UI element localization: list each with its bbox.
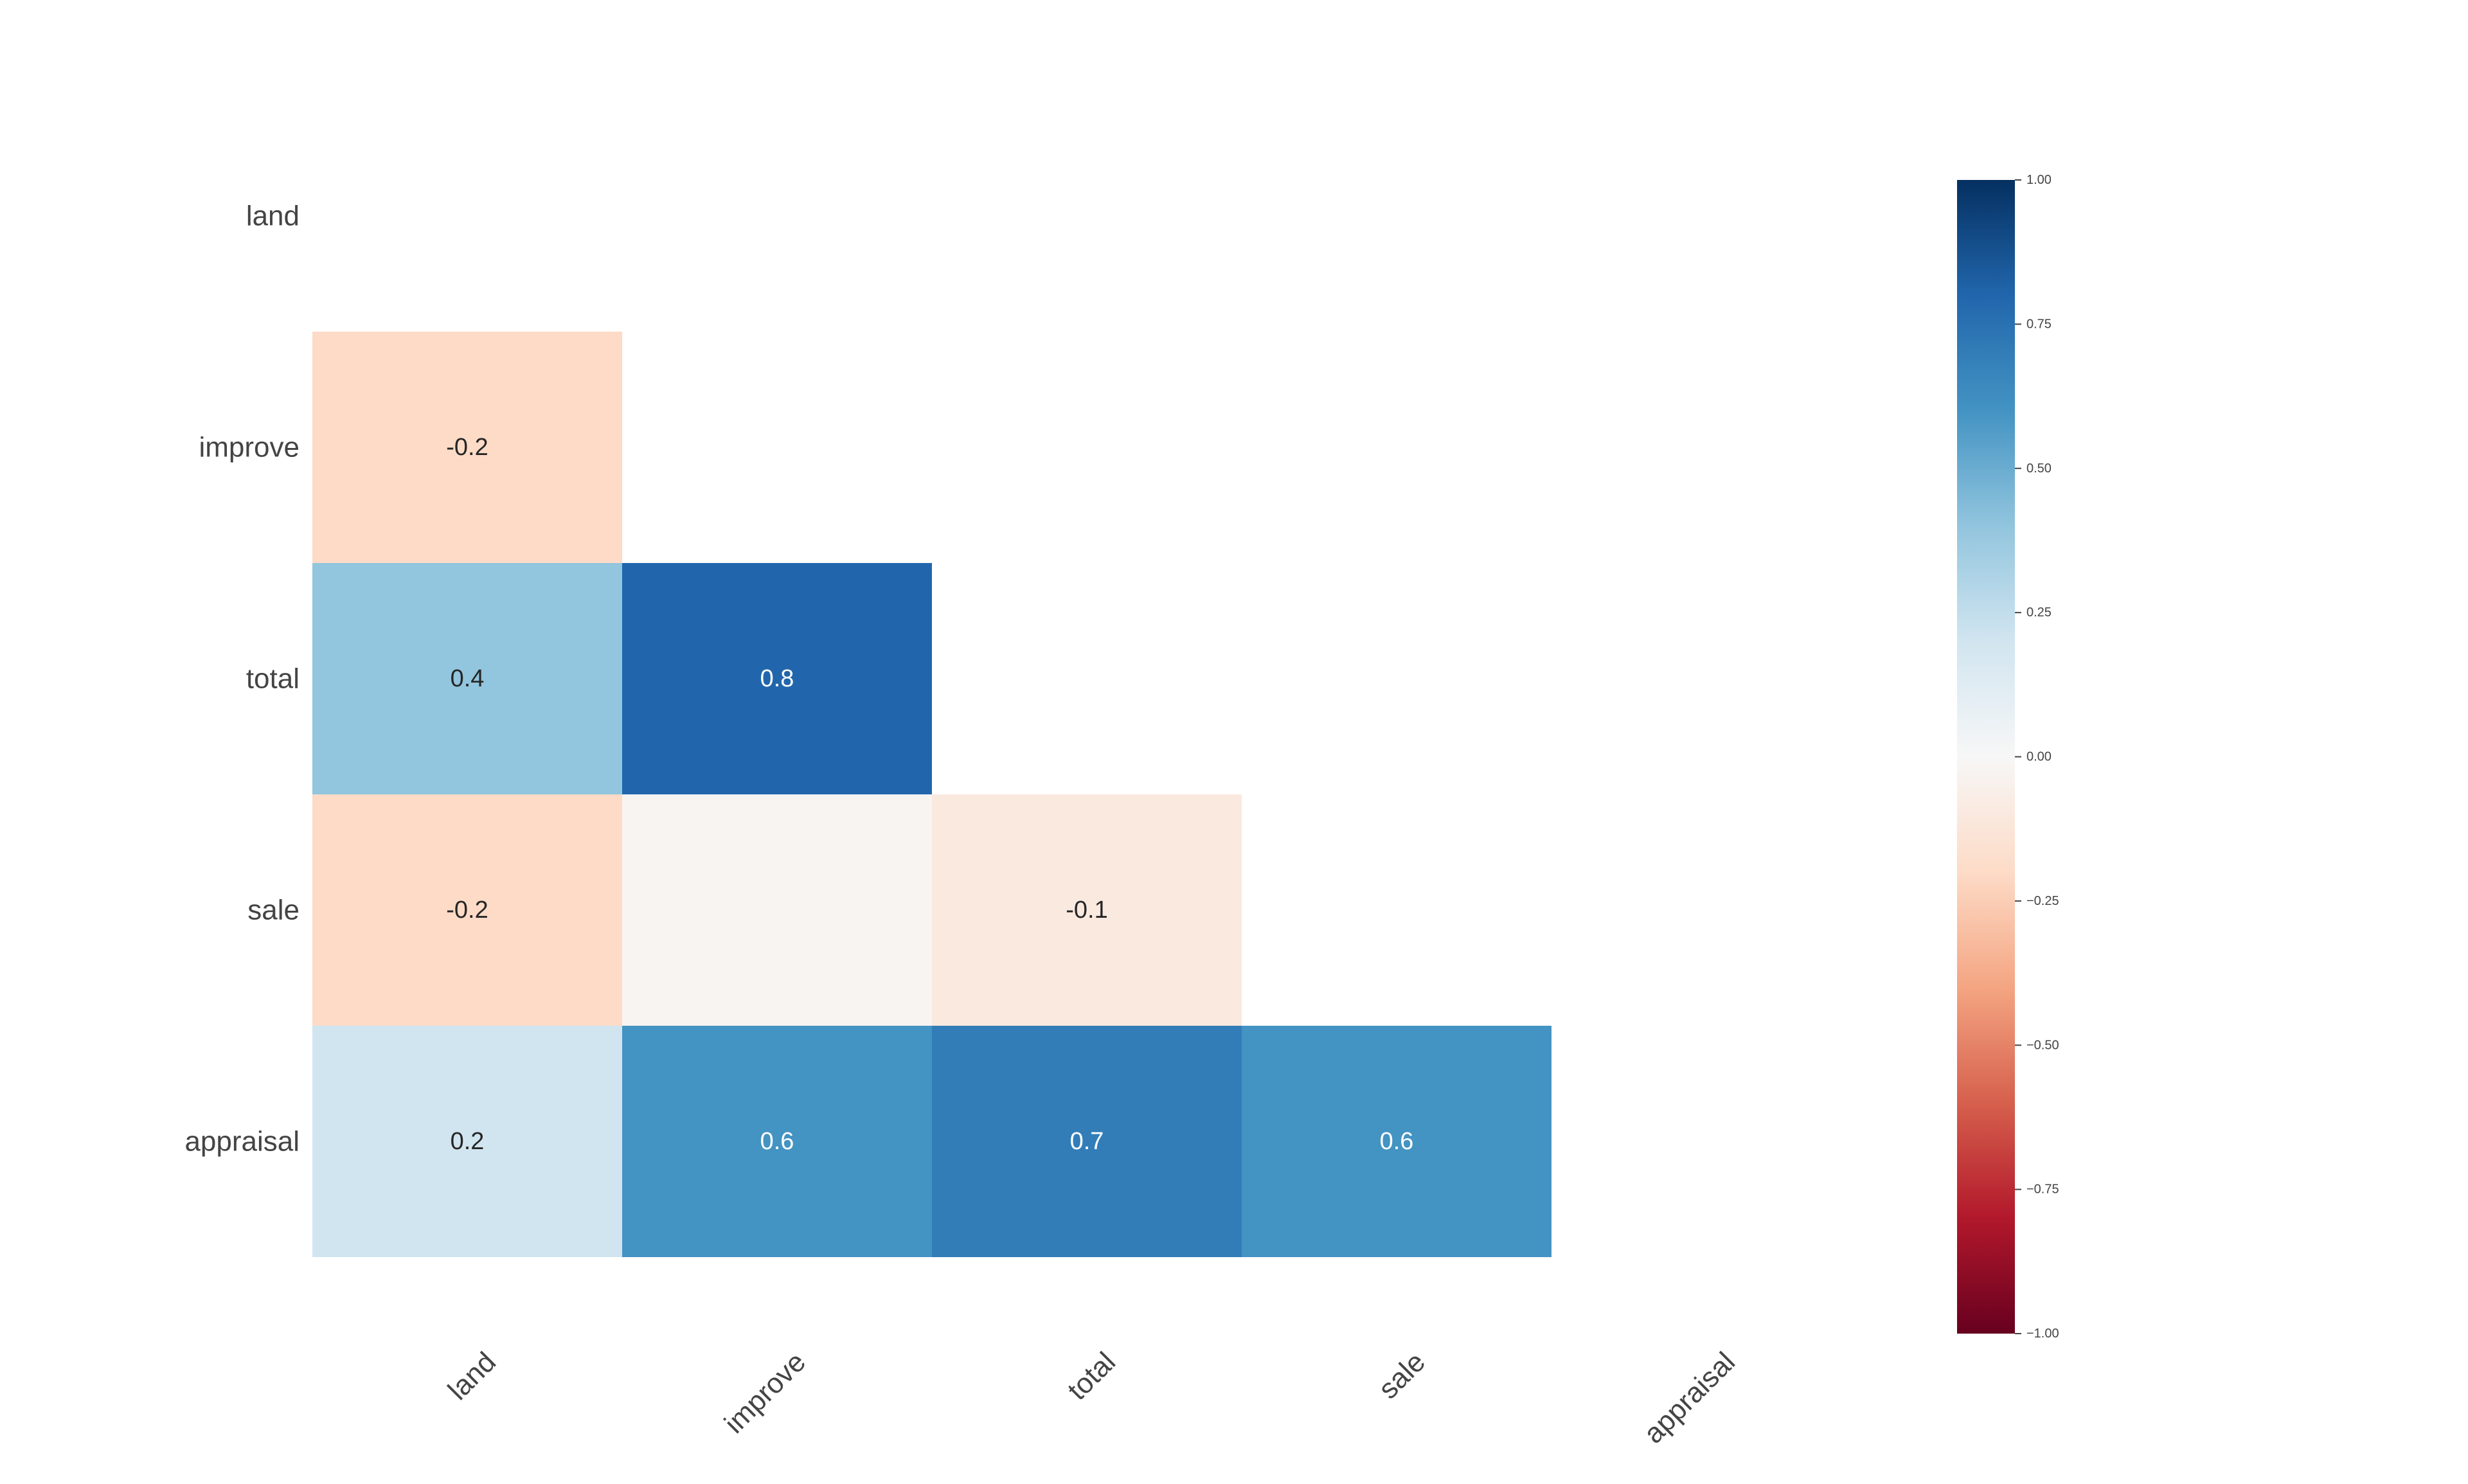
cell-value-label: 0.6 <box>760 1128 794 1155</box>
cell-value-label: 0.4 <box>451 665 485 692</box>
cell-value-label: -0.2 <box>446 434 488 461</box>
heatmap-cell-sale-total <box>932 794 1242 1026</box>
colorbar-tick-label: −1.00 <box>2026 1327 2059 1341</box>
cell-value-label: -0.2 <box>446 897 488 924</box>
heatmap-cell-total-land <box>312 563 622 794</box>
colorbar-tick-label: 0.00 <box>2026 750 2052 764</box>
colorbar-tick-label: −0.75 <box>2026 1183 2059 1197</box>
heatmap-cell-appraisal-improve <box>622 1026 932 1257</box>
heatmap-cell-improve-land <box>312 332 622 563</box>
x-tick-label-total: total <box>1062 1346 1122 1406</box>
colorbar-tick-label: 0.50 <box>2026 461 2052 476</box>
heatmap-cell-appraisal-land <box>312 1026 622 1257</box>
x-tick-label-improve: improve <box>719 1346 812 1439</box>
cell-value-label: -0.1 <box>1066 897 1107 924</box>
heatmap-cell-appraisal-total <box>932 1026 1242 1257</box>
x-tick-label-sale: sale <box>1372 1346 1431 1405</box>
heatmap-cell-sale-improve <box>622 794 932 1026</box>
colorbar-tick-label: 0.25 <box>2026 605 2052 620</box>
y-tick-label-total: total <box>246 663 300 695</box>
cell-value-label: 0.8 <box>760 665 794 692</box>
colorbar: 1.00 0.75 0.50 0.25 0.00 −0.25 −0.50 −0.75 −1.00 <box>1957 173 2059 1341</box>
y-tick-label-land: land <box>246 201 300 232</box>
heatmap-cell-total-improve <box>622 563 932 794</box>
cell-value-label: 0.2 <box>451 1128 485 1155</box>
heatmap-cell-sale-land <box>312 794 622 1026</box>
x-axis-tick-labels: land improve total sale appraisal <box>442 1346 1741 1449</box>
heatmap-cell-appraisal-sale <box>1242 1026 1551 1257</box>
heatmap-cells: -0.2 0.4 0.8 -0.2 -0.1 0.2 0.6 0.7 0.6 <box>312 332 1551 1257</box>
colorbar-gradient <box>1957 180 2015 1334</box>
colorbar-tick-label: 0.75 <box>2026 317 2052 331</box>
x-tick-label-land: land <box>442 1346 502 1406</box>
y-tick-label-improve: improve <box>199 432 300 463</box>
x-tick-label-appraisal: appraisal <box>1638 1346 1741 1449</box>
colorbar-tick-label: −0.50 <box>2026 1038 2059 1052</box>
colorbar-tick-label: 1.00 <box>2026 173 2052 187</box>
y-axis-tick-labels: land improve total sale appraisal <box>184 201 300 1158</box>
y-tick-label-appraisal: appraisal <box>184 1126 300 1158</box>
cell-value-label: 0.6 <box>1380 1128 1414 1155</box>
colorbar-tick-label: −0.25 <box>2026 894 2059 908</box>
cell-value-label: 0.7 <box>1070 1128 1104 1155</box>
y-tick-label-sale: sale <box>247 895 300 926</box>
